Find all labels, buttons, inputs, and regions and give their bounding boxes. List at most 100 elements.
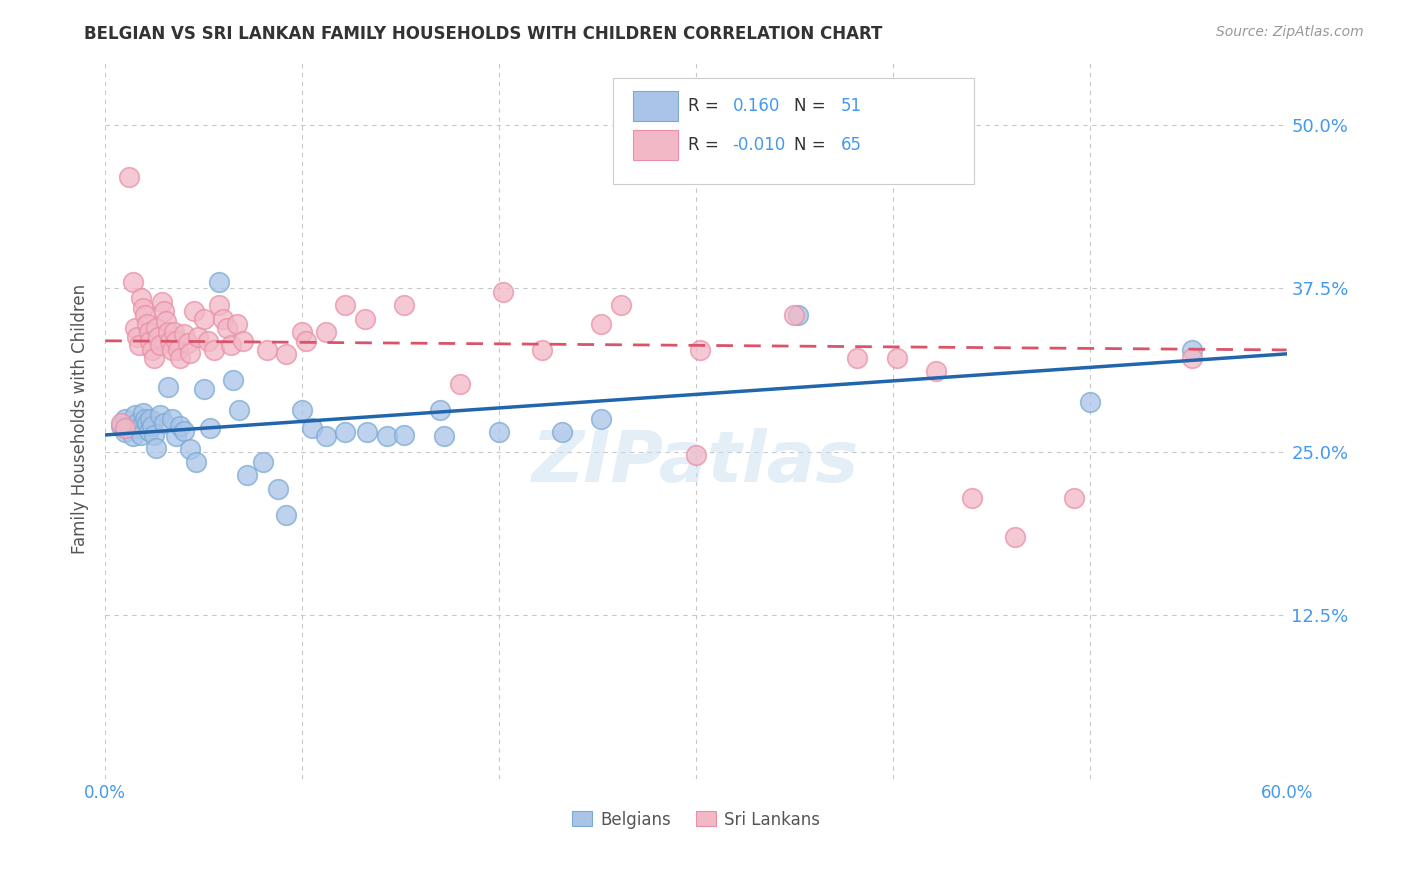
- Point: [846, 351, 869, 365]
- Point: [143, 351, 166, 365]
- Point: [153, 416, 176, 430]
- Point: [163, 325, 186, 339]
- Point: [1078, 395, 1101, 409]
- Text: 51: 51: [841, 96, 862, 115]
- Point: [125, 330, 148, 344]
- Point: [125, 416, 148, 430]
- Point: [169, 418, 191, 433]
- Point: [150, 294, 173, 309]
- Point: [177, 336, 200, 351]
- Text: R =: R =: [688, 136, 724, 154]
- Text: 0.160: 0.160: [733, 96, 780, 115]
- Point: [110, 418, 132, 433]
- Point: [960, 491, 983, 505]
- Point: [138, 325, 160, 339]
- Point: [394, 298, 416, 312]
- Point: [148, 330, 170, 344]
- Point: [128, 337, 150, 351]
- FancyBboxPatch shape: [613, 78, 973, 184]
- Text: Source: ZipAtlas.com: Source: ZipAtlas.com: [1216, 25, 1364, 39]
- Point: [783, 308, 806, 322]
- Point: [124, 320, 146, 334]
- Point: [354, 311, 377, 326]
- Point: [226, 317, 249, 331]
- Point: [208, 275, 231, 289]
- Y-axis label: Family Households with Children: Family Households with Children: [72, 285, 89, 554]
- Point: [315, 429, 337, 443]
- Point: [173, 327, 195, 342]
- Point: [193, 311, 215, 326]
- Point: [1181, 343, 1204, 357]
- Point: [429, 403, 451, 417]
- Point: [157, 379, 180, 393]
- Point: [689, 343, 711, 357]
- Point: [335, 425, 357, 440]
- Point: [128, 421, 150, 435]
- Point: [165, 429, 187, 443]
- Point: [787, 308, 810, 322]
- Point: [129, 428, 152, 442]
- Point: [114, 421, 136, 435]
- Point: [295, 334, 318, 348]
- Point: [139, 412, 162, 426]
- Point: [291, 325, 314, 339]
- Point: [135, 416, 157, 430]
- Point: [167, 343, 190, 357]
- Point: [1004, 530, 1026, 544]
- Point: [591, 317, 613, 331]
- Point: [228, 403, 250, 417]
- Point: [276, 508, 298, 522]
- Point: [149, 337, 172, 351]
- Point: [160, 343, 183, 357]
- Point: [124, 409, 146, 423]
- Point: [169, 351, 191, 365]
- Point: [315, 325, 337, 339]
- Point: [141, 343, 163, 357]
- Point: [114, 412, 136, 426]
- Text: ZIPatlas: ZIPatlas: [533, 428, 859, 497]
- Point: [202, 343, 225, 357]
- Point: [143, 428, 166, 442]
- Point: [886, 351, 908, 365]
- Point: [256, 343, 278, 357]
- Point: [925, 364, 948, 378]
- Point: [114, 425, 136, 440]
- Point: [610, 298, 633, 312]
- Point: [276, 347, 298, 361]
- Point: [131, 406, 153, 420]
- Point: [134, 308, 156, 322]
- Point: [138, 424, 160, 438]
- Point: [149, 409, 172, 423]
- Point: [356, 425, 378, 440]
- Point: [135, 317, 157, 331]
- Point: [183, 303, 205, 318]
- Point: [591, 412, 613, 426]
- Point: [179, 442, 201, 457]
- Point: [121, 275, 143, 289]
- Point: [551, 425, 574, 440]
- Point: [219, 337, 242, 351]
- Point: [267, 482, 290, 496]
- Point: [433, 429, 456, 443]
- Point: [449, 376, 471, 391]
- Point: [145, 320, 167, 334]
- Point: [134, 412, 156, 426]
- FancyBboxPatch shape: [633, 90, 678, 120]
- Text: BELGIAN VS SRI LANKAN FAMILY HOUSEHOLDS WITH CHILDREN CORRELATION CHART: BELGIAN VS SRI LANKAN FAMILY HOUSEHOLDS …: [84, 25, 883, 43]
- Text: N =: N =: [794, 136, 831, 154]
- Point: [492, 285, 515, 300]
- Point: [159, 334, 181, 348]
- Point: [217, 320, 239, 334]
- Point: [531, 343, 554, 357]
- Point: [179, 345, 201, 359]
- Point: [193, 382, 215, 396]
- Point: [153, 303, 176, 318]
- Point: [488, 425, 510, 440]
- Legend: Belgians, Sri Lankans: Belgians, Sri Lankans: [565, 804, 827, 835]
- Text: -0.010: -0.010: [733, 136, 786, 154]
- Point: [198, 421, 221, 435]
- Point: [1181, 351, 1204, 365]
- Point: [301, 421, 323, 435]
- Point: [155, 314, 177, 328]
- Text: R =: R =: [688, 96, 724, 115]
